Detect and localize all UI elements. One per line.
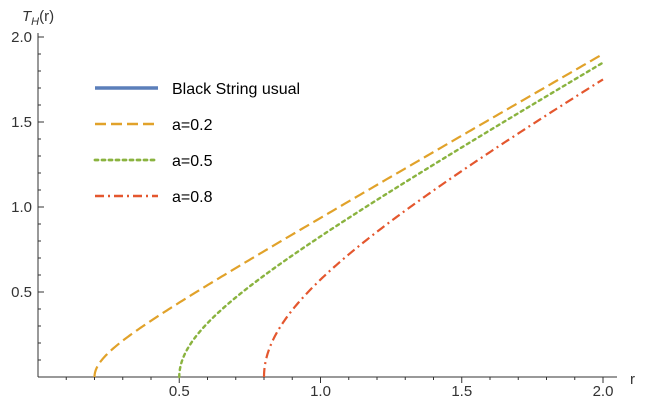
series-group — [93, 52, 605, 379]
x-axis-title: r — [630, 371, 635, 388]
x-tick-label: 2.0 — [593, 383, 614, 400]
series-line — [93, 52, 604, 378]
legend-label: Black String usual — [172, 81, 300, 98]
series-line — [178, 61, 605, 379]
legend-label: a=0.2 — [172, 117, 213, 134]
x-tick-label: 0.5 — [169, 383, 190, 400]
ticks — [38, 36, 604, 383]
axes — [37, 33, 617, 378]
legend-label: a=0.5 — [172, 153, 213, 170]
y-tick-label: 1.0 — [11, 199, 32, 216]
legend: Black String usual a=0.2 a=0.5 a=0.8 — [93, 81, 300, 206]
y-tick-label: 0.5 — [11, 284, 32, 301]
x-tick-label: 1.0 — [310, 383, 331, 400]
legend-label: a=0.8 — [172, 189, 213, 206]
y-axis-title: TH(r) — [22, 8, 54, 28]
y-tick-label: 2.0 — [11, 29, 32, 46]
x-tick-label: 1.5 — [451, 383, 472, 400]
series-line — [262, 78, 604, 378]
tick-labels: 0.5 1.0 1.5 2.0 0.5 1.0 1.5 2.0 — [11, 29, 613, 400]
y-tick-label: 1.5 — [11, 114, 32, 131]
